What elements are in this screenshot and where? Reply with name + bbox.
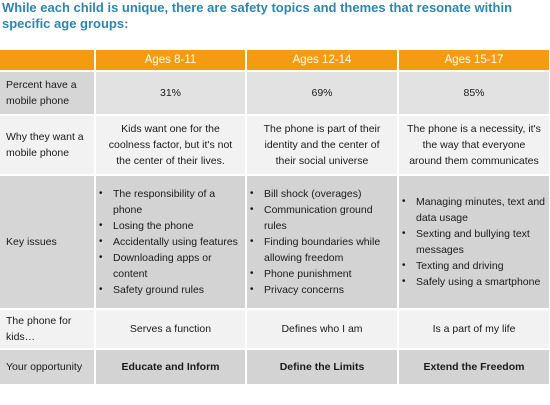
opportunity-ages-15-17: Extend the Freedom	[398, 349, 550, 386]
issues-list-12-14: • Bill shock (overages) • Communication gr…	[248, 186, 396, 298]
percent-ages-8-11: 31%	[95, 71, 247, 116]
row-label-why: Why they want a mobile phone	[0, 115, 96, 176]
header-ages-8-11: Ages 8-11	[95, 50, 247, 72]
bullet-icon: •	[250, 204, 254, 215]
bullet-icon: •	[402, 196, 406, 207]
issues-list-8-11: • The responsibility of a phone • Losing t…	[97, 186, 244, 298]
bullet-icon: •	[402, 260, 406, 271]
issues-ages-8-11: • The responsibility of a phone • Losing t…	[95, 175, 247, 310]
bullet-icon: •	[250, 236, 254, 247]
row-percent: Percent have a mobile phone 31% 69% 85%	[0, 71, 550, 116]
row-issues: Key issues • The responsibility of a phon…	[0, 175, 550, 310]
list-item: • Accidentally using features	[99, 236, 238, 248]
why-ages-12-14: The phone is part of their identity and …	[246, 115, 399, 176]
why-ages-8-11: Kids want one for the coolness factor, b…	[95, 115, 247, 176]
row-label-issues: Key issues	[0, 175, 96, 310]
phone-for-ages-12-14: Defines who I am	[246, 309, 399, 350]
why-ages-15-17: The phone is a necessity, it's the way t…	[398, 115, 550, 176]
list-item: • Communication ground rules	[250, 204, 373, 232]
issues-ages-15-17: • Managing minutes, text and data usage •…	[398, 175, 550, 310]
bullet-icon: •	[250, 268, 254, 279]
row-label-phone-for: The phone for kids…	[0, 309, 96, 350]
row-phone-for: The phone for kids… Serves a function De…	[0, 309, 550, 350]
list-item: • Bill shock (overages)	[250, 188, 362, 200]
bullet-icon: •	[99, 188, 103, 199]
list-item: • Finding boundaries while allowing freed…	[250, 236, 381, 264]
list-item: • Downloading apps or content	[99, 252, 212, 280]
percent-ages-15-17: 85%	[398, 71, 550, 116]
bullet-icon: •	[99, 284, 103, 295]
list-item: • The responsibility of a phone	[99, 188, 216, 216]
header-ages-12-14: Ages 12-14	[246, 50, 399, 72]
list-item: • Safety ground rules	[99, 284, 205, 296]
page-heading: While each child is unique, there are sa…	[2, 0, 513, 31]
row-label-opportunity: Your opportunity	[0, 349, 96, 386]
list-item: • Privacy concerns	[250, 284, 344, 296]
bullet-icon: •	[99, 236, 103, 247]
bullet-icon: •	[99, 252, 103, 263]
phone-for-ages-8-11: Serves a function	[95, 309, 247, 350]
header-corner	[0, 50, 96, 72]
list-item: • Sexting and bullying text messages	[402, 228, 530, 256]
row-label-percent: Percent have a mobile phone	[0, 71, 96, 116]
bullet-icon: •	[402, 228, 406, 239]
list-item: • Losing the phone	[99, 220, 194, 232]
bullet-icon: •	[250, 188, 254, 199]
issues-list-15-17: • Managing minutes, text and data usage •…	[400, 194, 548, 290]
bullet-icon: •	[250, 284, 254, 295]
opportunity-ages-8-11: Educate and Inform	[95, 349, 247, 386]
row-opportunity: Your opportunity Educate and Inform Defi…	[0, 349, 550, 386]
list-item: • Safely using a smartphone	[402, 276, 541, 288]
phone-for-ages-15-17: Is a part of my life	[398, 309, 550, 350]
issues-ages-12-14: • Bill shock (overages) • Communication gr…	[246, 175, 399, 310]
row-why: Why they want a mobile phone Kids want o…	[0, 115, 550, 176]
list-item: • Texting and driving	[402, 260, 504, 272]
opportunity-ages-12-14: Define the Limits	[246, 349, 399, 386]
list-item: • Phone punishment	[250, 268, 352, 280]
age-group-table: Ages 8-11 Ages 12-14 Ages 15-17 Percent …	[0, 50, 550, 386]
list-item: • Managing minutes, text and data usage	[402, 196, 545, 224]
header-ages-15-17: Ages 15-17	[398, 50, 550, 72]
header-row: Ages 8-11 Ages 12-14 Ages 15-17	[0, 50, 550, 72]
bullet-icon: •	[402, 276, 406, 287]
percent-ages-12-14: 69%	[246, 71, 399, 116]
bullet-icon: •	[99, 220, 103, 231]
